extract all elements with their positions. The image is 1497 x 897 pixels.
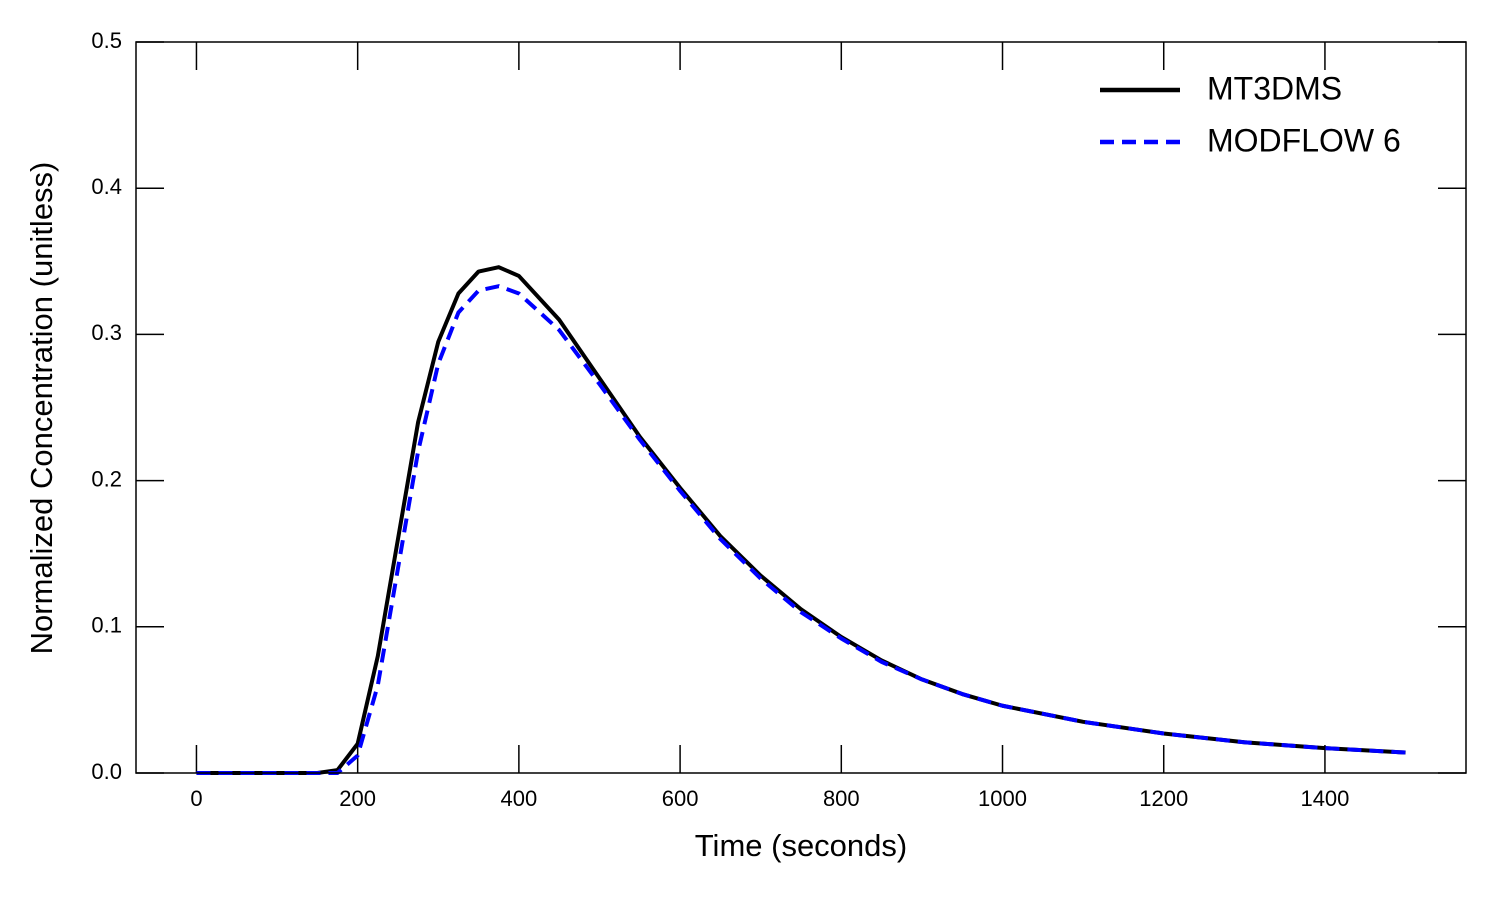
legend-label: MT3DMS: [1207, 70, 1342, 106]
x-tick-label: 200: [339, 786, 376, 811]
y-tick-label: 0.4: [91, 174, 122, 199]
x-axis-label: Time (seconds): [695, 828, 907, 863]
x-tick-label: 1200: [1139, 786, 1188, 811]
y-tick-label: 0.3: [91, 320, 122, 345]
x-tick-label: 0: [190, 786, 202, 811]
x-tick-label: 800: [823, 786, 860, 811]
y-axis-label: Normalized Concentration (unitless): [24, 162, 59, 655]
x-tick-label: 600: [662, 786, 699, 811]
x-tick-label: 1400: [1300, 786, 1349, 811]
plot-frame: [135, 41, 1467, 774]
y-tick-label: 0.2: [91, 466, 122, 491]
x-tick-label: 400: [501, 786, 538, 811]
x-tick-label: 1000: [978, 786, 1027, 811]
series-line: [196, 284, 1406, 775]
legend-label: MODFLOW 6: [1207, 122, 1401, 158]
y-tick-label: 0.0: [91, 759, 122, 784]
y-tick-label: 0.1: [91, 613, 122, 638]
y-tick-label: 0.5: [91, 28, 122, 53]
series-line: [196, 265, 1406, 775]
